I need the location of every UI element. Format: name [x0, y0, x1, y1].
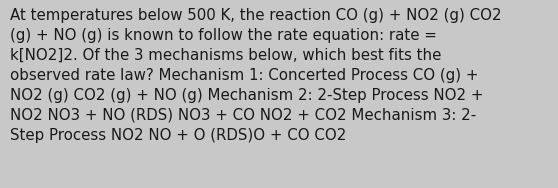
Text: At temperatures below 500 K, the reaction CO (g) + NO2 (g) CO2
(g) + NO (g) is k: At temperatures below 500 K, the reactio… [10, 8, 502, 143]
